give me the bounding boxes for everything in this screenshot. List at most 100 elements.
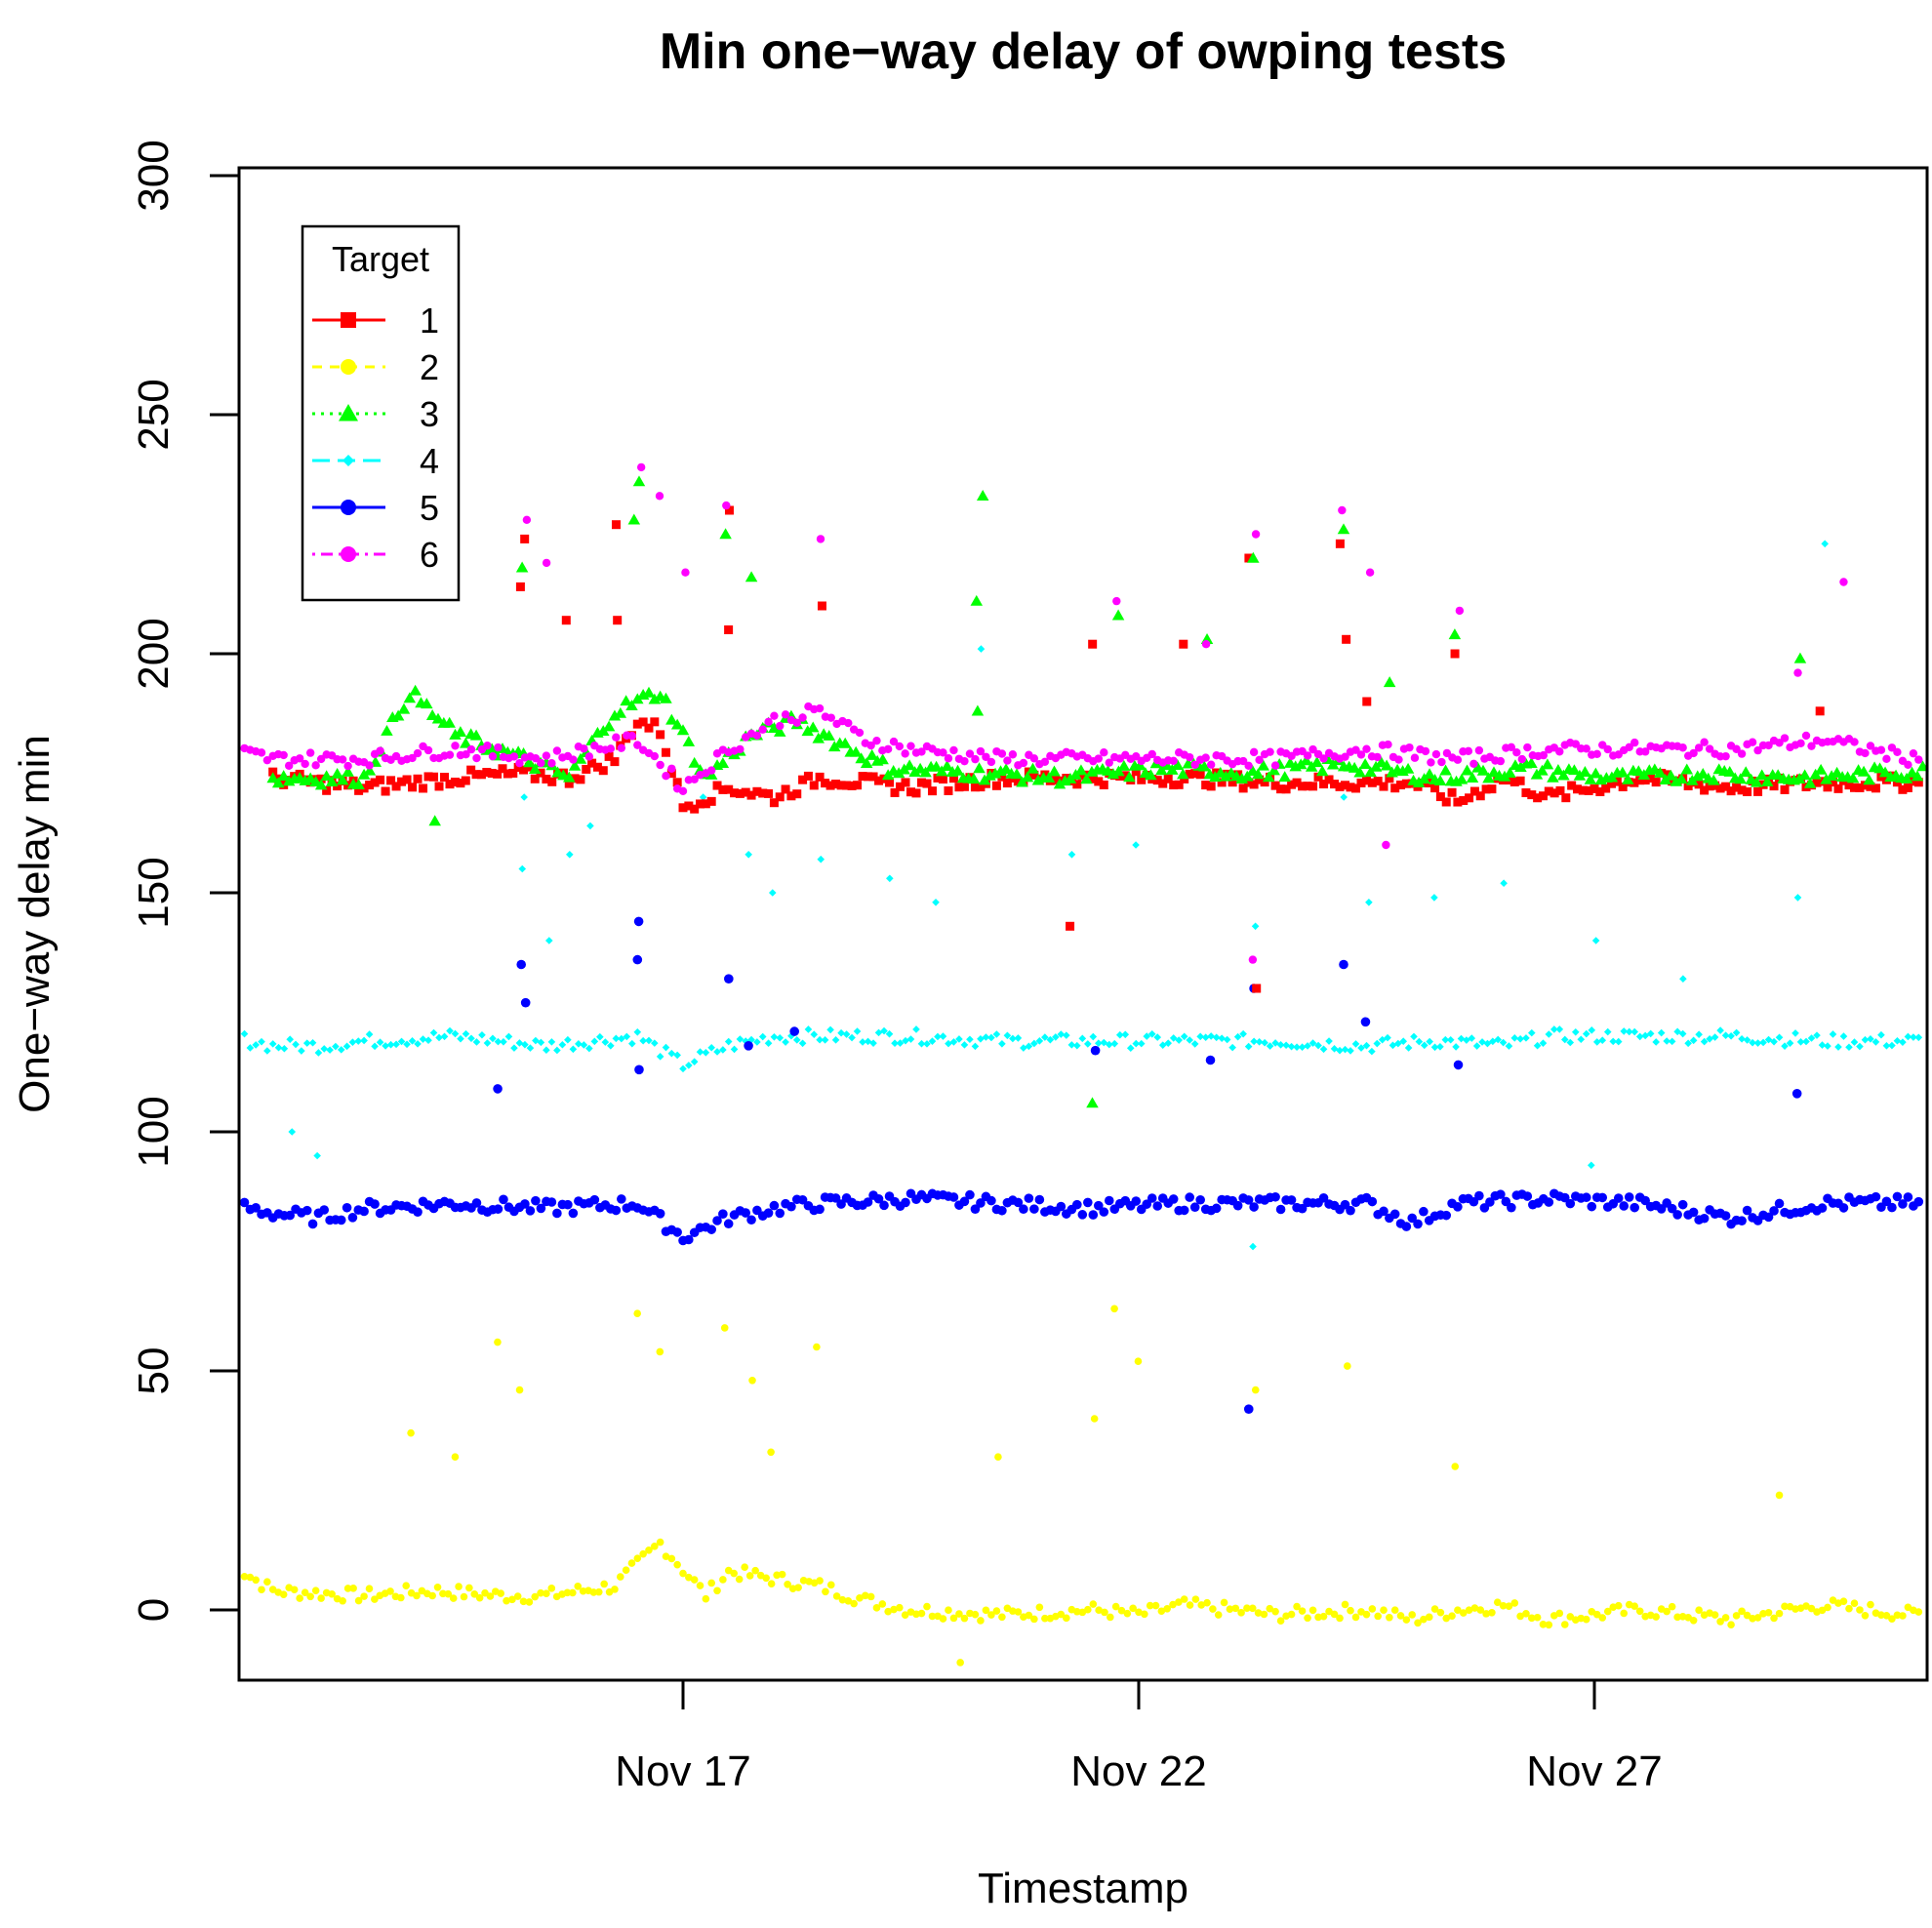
series-3-point [271, 777, 285, 788]
series-5-point [746, 1215, 756, 1225]
series-5-point [1407, 1213, 1417, 1224]
series-4-point [939, 1032, 947, 1040]
series-1-point [451, 778, 460, 787]
series-4-point [699, 793, 707, 801]
series-5-point [611, 1205, 622, 1216]
series-2-point [1057, 1610, 1066, 1619]
series-4-point [1261, 1038, 1268, 1047]
series-1-point [798, 775, 808, 784]
series-6-point [1394, 755, 1403, 764]
series-1-point [1131, 767, 1141, 777]
series-6-point [1105, 758, 1113, 767]
series-5-point [302, 1205, 312, 1216]
series-6-point [1238, 756, 1248, 766]
series-2-point [486, 1592, 495, 1600]
series-5-point [684, 1234, 694, 1245]
series-5-point [1093, 1200, 1104, 1211]
series-1-point [1260, 778, 1269, 787]
series-2-point [1689, 1616, 1698, 1625]
series-2-point [1451, 1463, 1460, 1470]
series-1-point [847, 781, 857, 790]
series-5-point [536, 1203, 546, 1214]
series-1-point [1351, 783, 1361, 793]
series-3-point [449, 728, 462, 740]
series-1-point [1533, 793, 1543, 803]
series-6-point [1341, 752, 1349, 761]
series-3-point [1048, 765, 1061, 777]
series-5-point [744, 1041, 753, 1051]
series-2-point [1914, 1608, 1923, 1616]
series-3-point [670, 718, 684, 730]
series-5-point [763, 1208, 774, 1218]
series-3-point [325, 776, 339, 787]
series-1-point [587, 758, 597, 768]
series-1-point [706, 796, 716, 806]
series-3-point [431, 712, 445, 724]
series-4-point [724, 1037, 733, 1046]
series-5-point [1817, 1203, 1828, 1213]
series-2-point [301, 1588, 309, 1596]
series-4-point [1293, 1043, 1301, 1052]
series-6-point [1700, 738, 1709, 746]
series-2-point [1614, 1601, 1623, 1610]
series-5-point [672, 1227, 682, 1237]
series-3-point [676, 724, 690, 736]
series-1-point [696, 799, 705, 809]
series-1-point [746, 790, 756, 800]
series-1-point [712, 781, 722, 790]
series-4-point [1499, 1038, 1508, 1047]
series-2-point [1635, 1607, 1644, 1616]
series-1-point [1567, 781, 1577, 790]
series-5-point [1898, 1199, 1908, 1209]
series-4-point [1067, 1041, 1076, 1049]
series-6-point [1748, 738, 1757, 746]
y-axis-label: One−way delay min [11, 735, 59, 1113]
y-tick-label: 300 [130, 140, 178, 211]
series-2-point [1711, 1611, 1719, 1619]
series-1-point [1281, 784, 1291, 794]
series-1-point [1308, 782, 1318, 791]
series-3-point [1873, 762, 1886, 774]
y-tick-label: 50 [130, 1347, 178, 1395]
series-6-point [391, 751, 401, 761]
series-6-point [781, 710, 790, 719]
series-1-point [1335, 539, 1345, 548]
legend-items: 1 2 3 4 5 6 [312, 301, 439, 575]
series-6-point [1737, 749, 1747, 758]
series-2-point [1695, 1606, 1703, 1614]
series-4-point [1743, 1036, 1751, 1044]
series-1-point [1238, 783, 1248, 793]
series-3-point [827, 741, 841, 752]
series-3-point [1825, 770, 1838, 782]
series-2-point [1191, 1595, 1200, 1603]
series-1-point [1390, 783, 1400, 793]
series-2 [240, 1305, 1923, 1667]
series-1-point [1401, 779, 1411, 788]
series-1-point [570, 774, 580, 783]
series-4-point [1325, 1037, 1333, 1045]
series-2-point [1425, 1613, 1433, 1622]
series-1-point [268, 767, 278, 777]
series-1-point [1903, 783, 1912, 792]
series-1-point [916, 778, 926, 787]
series-4-point [1046, 1035, 1055, 1044]
series-1-point [1217, 778, 1227, 787]
series-1-point [922, 779, 932, 788]
series-1-point [1849, 783, 1859, 792]
series-4-point [504, 1032, 513, 1041]
series-1-point [1662, 770, 1671, 780]
series-4-point [1105, 1040, 1113, 1049]
series-1-point [1396, 781, 1406, 790]
series-2-point [1111, 1602, 1120, 1611]
series-5-point [1624, 1192, 1634, 1202]
series-1-point [1152, 776, 1162, 785]
series-6-point [1169, 756, 1178, 766]
series-1-point [1509, 777, 1519, 786]
series-2-point [1465, 1606, 1473, 1615]
series-4-point [580, 1041, 588, 1049]
series-4-point [753, 1038, 761, 1046]
series-4-point [543, 1046, 550, 1054]
series-4-point [558, 1040, 567, 1049]
series-2-point [1163, 1605, 1171, 1613]
series-2-point [503, 1596, 510, 1605]
